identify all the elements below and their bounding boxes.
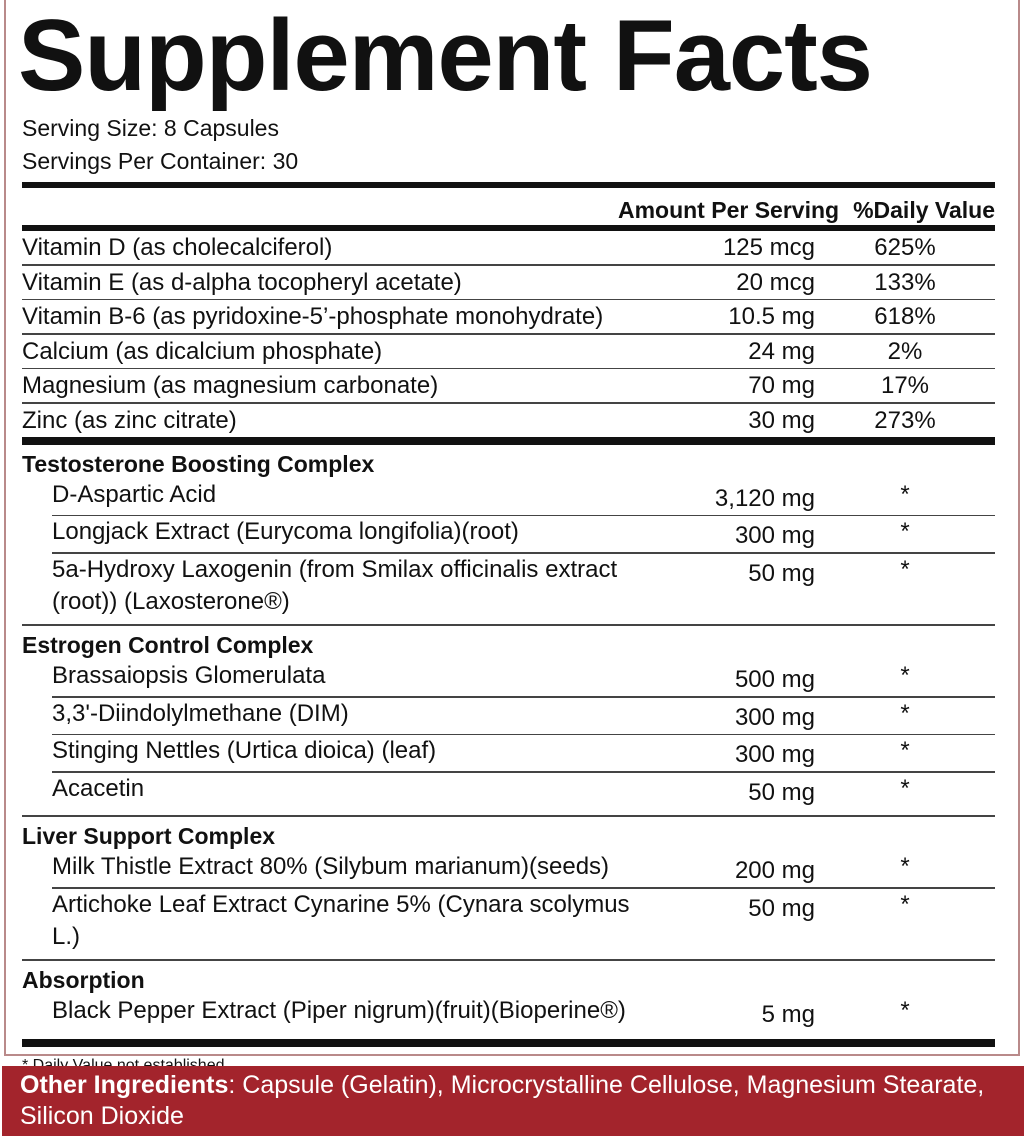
ingredient-dv: *	[900, 997, 910, 1024]
divider	[22, 367, 995, 369]
ingredient-amount: 70 mg	[748, 372, 815, 399]
divider	[52, 733, 995, 735]
ingredient-dv: *	[900, 774, 910, 802]
ingredient-name: Magnesium (as magnesium carbonate)	[22, 372, 439, 399]
ingredient-row: Vitamin B-6 (as pyridoxine-5’-phosphate …	[22, 300, 995, 333]
ingredient-row: Brassaiopsis Glomerulata 500 mg *	[22, 660, 995, 696]
ingredient-dv: 273%	[874, 406, 936, 434]
servings-per-container: Servings Per Container: 30	[22, 148, 299, 174]
ingredient-name: Vitamin B-6 (as pyridoxine-5’-phosphate …	[22, 303, 604, 330]
ingredient-name: Acacetin	[52, 774, 145, 802]
ingredient-row: Longjack Extract (Eurycoma longifolia)(r…	[22, 516, 995, 552]
ingredient-name: Stinging Nettles (Urtica dioica) (leaf)	[52, 737, 437, 764]
ingredient-dv: *	[900, 662, 910, 689]
page-title: Supplement Facts	[18, 0, 873, 112]
ingredient-row: 5a-Hydroxy Laxogenin (from Smilax offici…	[22, 554, 995, 618]
ingredient-amount: 3,120 mg	[714, 484, 815, 512]
ingredient-amount: 24 mg	[748, 337, 815, 365]
ingredient-amount: 200 mg	[734, 857, 815, 884]
section-title: Absorption	[22, 967, 145, 993]
ingredient-dv: 17%	[880, 372, 930, 399]
label-border	[4, 0, 1020, 1056]
ingredient-amount: 10.5 mg	[728, 303, 815, 330]
ingredient-row: Vitamin E (as d-alpha tocopheryl acetate…	[22, 266, 995, 299]
ingredient-row: Magnesium (as magnesium carbonate) 70 mg 1…	[22, 369, 995, 402]
vitamin-list: Vitamin D (as cholecalciferol) 125 mcg 625…	[22, 231, 995, 437]
ingredient-dv: *	[900, 737, 910, 764]
ingredient-amount: 50 mg	[748, 559, 815, 587]
ingredient-name: 3,3'-Diindolylmethane (DIM)	[52, 699, 349, 727]
divider	[22, 402, 995, 404]
dv-header: %Daily Value	[853, 197, 995, 223]
ingredient-dv: *	[900, 890, 910, 918]
ingredient-dv: 618%	[874, 303, 936, 330]
ingredient-name: Vitamin E (as d-alpha tocopheryl acetate…	[22, 268, 462, 296]
ingredient-name: Longjack Extract (Eurycoma longifolia)(r…	[52, 518, 519, 545]
complex-sections: Testosterone Boosting Complex D-Aspartic …	[22, 445, 995, 1032]
ingredient-dv: *	[900, 518, 910, 545]
amount-header: Amount Per Serving	[617, 197, 840, 223]
divider	[22, 436, 995, 445]
ingredient-amount: 125 mcg	[722, 234, 815, 261]
divider	[22, 958, 995, 961]
serving-size: Serving Size: 8 Capsules	[22, 115, 279, 141]
ingredient-name: Black Pepper Extract (Piper nigrum)(frui…	[52, 997, 626, 1024]
ingredient-name: Vitamin D (as cholecalciferol)	[22, 234, 333, 261]
ingredient-name: 5a-Hydroxy Laxogenin (from Smilax offici…	[52, 555, 618, 615]
supplement-facts-panel: Supplement Facts Serving Size: 8 Capsule…	[18, 0, 995, 1081]
divider	[52, 887, 995, 889]
ingredient-name: Artichoke Leaf Extract Cynarine 5% (Cyna…	[52, 890, 630, 950]
ingredient-amount: 50 mg	[748, 778, 815, 806]
ingredient-name: Zinc (as zinc citrate)	[22, 406, 237, 434]
ingredient-row: Acacetin 50 mg *	[22, 773, 995, 809]
divider	[52, 552, 995, 554]
ingredient-amount: 5 mg	[761, 1001, 815, 1028]
ingredient-dv: 2%	[887, 337, 923, 365]
ingredient-amount: 50 mg	[748, 894, 815, 922]
ingredient-name: Calcium (as dicalcium phosphate)	[22, 337, 383, 365]
ingredient-row: Vitamin D (as cholecalciferol) 125 mcg 625…	[22, 231, 995, 264]
other-ingredients-label: Other Ingredients	[20, 1071, 229, 1099]
ingredient-dv: *	[900, 480, 910, 508]
other-ingredients: Other Ingredients: Capsule (Gelatin), Mi…	[2, 1066, 1024, 1136]
divider	[22, 333, 995, 335]
ingredient-name: Milk Thistle Extract 80% (Silybum marian…	[52, 853, 610, 880]
divider	[22, 182, 995, 188]
section-title: Liver Support Complex	[22, 823, 276, 849]
divider	[52, 771, 995, 773]
ingredient-row: 3,3'-Diindolylmethane (DIM) 300 mg *	[22, 698, 995, 734]
divider	[22, 814, 995, 817]
section-title: Testosterone Boosting Complex	[22, 450, 375, 477]
ingredient-amount: 500 mg	[734, 666, 815, 693]
divider	[52, 514, 995, 516]
ingredient-dv: *	[900, 853, 910, 880]
ingredient-dv: 133%	[874, 268, 936, 296]
ingredient-amount: 20 mcg	[736, 268, 815, 296]
ingredient-row: D-Aspartic Acid 3,120 mg *	[22, 479, 995, 515]
ingredient-dv: *	[900, 555, 910, 583]
ingredient-row: Milk Thistle Extract 80% (Silybum marian…	[22, 851, 995, 887]
column-header: Amount Per Serving %Daily Value	[22, 188, 995, 225]
divider	[52, 696, 995, 698]
ingredient-amount: 300 mg	[734, 522, 815, 549]
ingredient-row: Artichoke Leaf Extract Cynarine 5% (Cyna…	[22, 889, 995, 953]
ingredient-row: Calcium (as dicalcium phosphate) 24 mg 2%	[22, 335, 995, 368]
ingredient-dv: 625%	[874, 234, 936, 261]
ingredient-amount: 300 mg	[734, 741, 815, 768]
divider	[22, 225, 995, 231]
ingredient-dv: *	[900, 699, 910, 727]
ingredient-amount: 30 mg	[748, 406, 815, 434]
other-ingredients-text: : Capsule (Gelatin), Microcrystalline Ce…	[20, 1071, 985, 1130]
divider	[22, 264, 995, 266]
divider	[22, 623, 995, 626]
ingredient-name: Brassaiopsis Glomerulata	[52, 662, 326, 689]
ingredient-row: Black Pepper Extract (Piper nigrum)(frui…	[22, 995, 995, 1031]
divider	[22, 1039, 995, 1047]
ingredient-amount: 300 mg	[734, 703, 815, 731]
ingredient-row: Zinc (as zinc citrate) 30 mg 273%	[22, 404, 995, 437]
ingredient-row: Stinging Nettles (Urtica dioica) (leaf) 3…	[22, 735, 995, 771]
section-title: Estrogen Control Complex	[22, 632, 314, 658]
divider	[22, 298, 995, 300]
ingredient-name: D-Aspartic Acid	[52, 480, 217, 508]
